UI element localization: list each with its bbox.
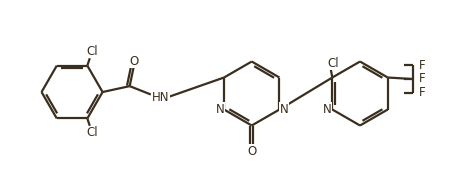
Text: Cl: Cl bbox=[86, 45, 98, 58]
Text: F: F bbox=[419, 59, 425, 72]
Text: O: O bbox=[247, 145, 257, 158]
Text: Cl: Cl bbox=[327, 57, 339, 70]
Text: N: N bbox=[323, 103, 332, 116]
Text: Cl: Cl bbox=[86, 126, 98, 139]
Text: N: N bbox=[280, 103, 289, 116]
Text: O: O bbox=[129, 55, 138, 67]
Text: F: F bbox=[419, 86, 425, 99]
Text: F: F bbox=[419, 73, 425, 85]
Text: HN: HN bbox=[152, 91, 169, 105]
Text: N: N bbox=[216, 103, 225, 116]
